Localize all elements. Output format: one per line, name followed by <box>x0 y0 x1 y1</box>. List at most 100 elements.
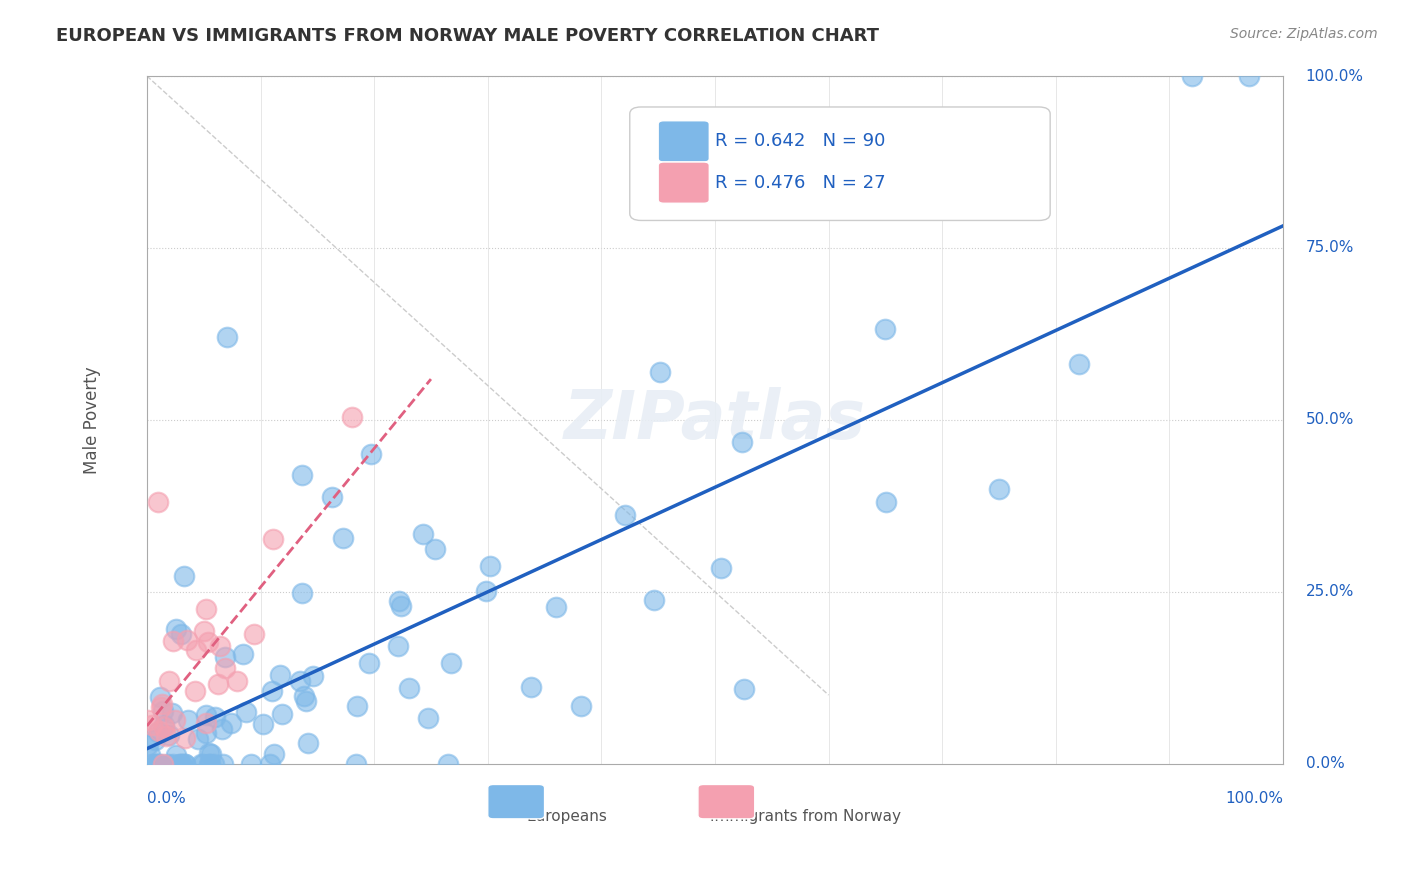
FancyBboxPatch shape <box>658 162 709 203</box>
Point <box>291 585 314 599</box>
Point <box>200 747 222 762</box>
Point <box>150 700 173 714</box>
Point <box>136 739 159 753</box>
Point <box>155 729 177 743</box>
Point <box>288 673 311 688</box>
Point <box>146 725 169 739</box>
Point <box>262 533 284 547</box>
Point <box>194 708 217 723</box>
Point <box>225 673 247 688</box>
Point <box>875 495 897 509</box>
Point <box>191 756 214 771</box>
Point <box>162 756 184 771</box>
FancyBboxPatch shape <box>488 784 544 819</box>
FancyBboxPatch shape <box>630 107 1050 220</box>
Point <box>731 435 754 450</box>
Point <box>440 656 463 670</box>
Text: R = 0.642   N = 90: R = 0.642 N = 90 <box>716 132 886 151</box>
Point <box>156 756 179 771</box>
Point <box>214 650 236 665</box>
Point <box>173 756 195 771</box>
Point <box>211 722 233 736</box>
Point <box>875 322 897 336</box>
Point <box>389 599 412 613</box>
Point <box>207 677 229 691</box>
Point <box>359 656 381 670</box>
Point <box>194 726 217 740</box>
Point <box>165 622 187 636</box>
Point <box>423 541 446 556</box>
Point <box>200 756 222 771</box>
Point <box>153 718 176 732</box>
Point <box>733 681 755 696</box>
Point <box>176 632 198 647</box>
Point <box>157 728 180 742</box>
Point <box>174 731 197 745</box>
Point <box>263 747 285 762</box>
Point <box>211 756 233 771</box>
Point <box>157 673 180 688</box>
Text: Male Poverty: Male Poverty <box>83 366 101 474</box>
Point <box>475 583 498 598</box>
Point <box>398 681 420 695</box>
Point <box>613 508 636 523</box>
Point <box>648 365 671 379</box>
Point <box>197 634 219 648</box>
Point <box>544 599 567 614</box>
Text: EUROPEAN VS IMMIGRANTS FROM NORWAY MALE POVERTY CORRELATION CHART: EUROPEAN VS IMMIGRANTS FROM NORWAY MALE … <box>56 27 879 45</box>
Point <box>143 756 166 771</box>
Point <box>988 482 1011 496</box>
Point <box>170 756 193 771</box>
Text: Immigrants from Norway: Immigrants from Norway <box>710 808 901 823</box>
Point <box>184 642 207 657</box>
Point <box>148 495 170 509</box>
Point <box>292 689 315 703</box>
Point <box>148 756 170 771</box>
Point <box>215 330 238 344</box>
Point <box>214 661 236 675</box>
Point <box>1067 357 1090 371</box>
Point <box>143 733 166 747</box>
Point <box>187 732 209 747</box>
Point <box>387 639 409 653</box>
Point <box>165 714 187 728</box>
Point <box>710 560 733 574</box>
Point <box>194 602 217 616</box>
Point <box>173 569 195 583</box>
Point <box>197 756 219 771</box>
Text: 100.0%: 100.0% <box>1306 69 1364 84</box>
Point <box>388 594 411 608</box>
Point <box>478 558 501 573</box>
Point <box>152 704 174 718</box>
Point <box>260 684 283 698</box>
Point <box>170 626 193 640</box>
Point <box>270 707 292 722</box>
Point <box>190 756 212 771</box>
Text: 0.0%: 0.0% <box>1306 756 1344 772</box>
Point <box>235 705 257 719</box>
Point <box>148 724 170 739</box>
FancyBboxPatch shape <box>697 784 755 819</box>
Point <box>202 756 225 771</box>
Point <box>136 713 159 727</box>
Point <box>436 756 458 771</box>
Point <box>1237 69 1260 83</box>
Point <box>269 667 291 681</box>
Point <box>173 756 195 771</box>
Point <box>146 756 169 771</box>
Text: Europeans: Europeans <box>527 808 607 823</box>
Point <box>297 736 319 750</box>
Text: 100.0%: 100.0% <box>1225 791 1284 806</box>
Point <box>195 715 218 730</box>
Point <box>340 409 363 424</box>
Point <box>232 647 254 661</box>
Point <box>153 721 176 735</box>
Point <box>141 718 163 732</box>
Point <box>149 756 172 771</box>
Point <box>412 527 434 541</box>
Text: ZIPatlas: ZIPatlas <box>564 387 866 453</box>
Point <box>360 447 382 461</box>
Point <box>149 690 172 704</box>
Text: Source: ZipAtlas.com: Source: ZipAtlas.com <box>1230 27 1378 41</box>
Point <box>167 756 190 771</box>
